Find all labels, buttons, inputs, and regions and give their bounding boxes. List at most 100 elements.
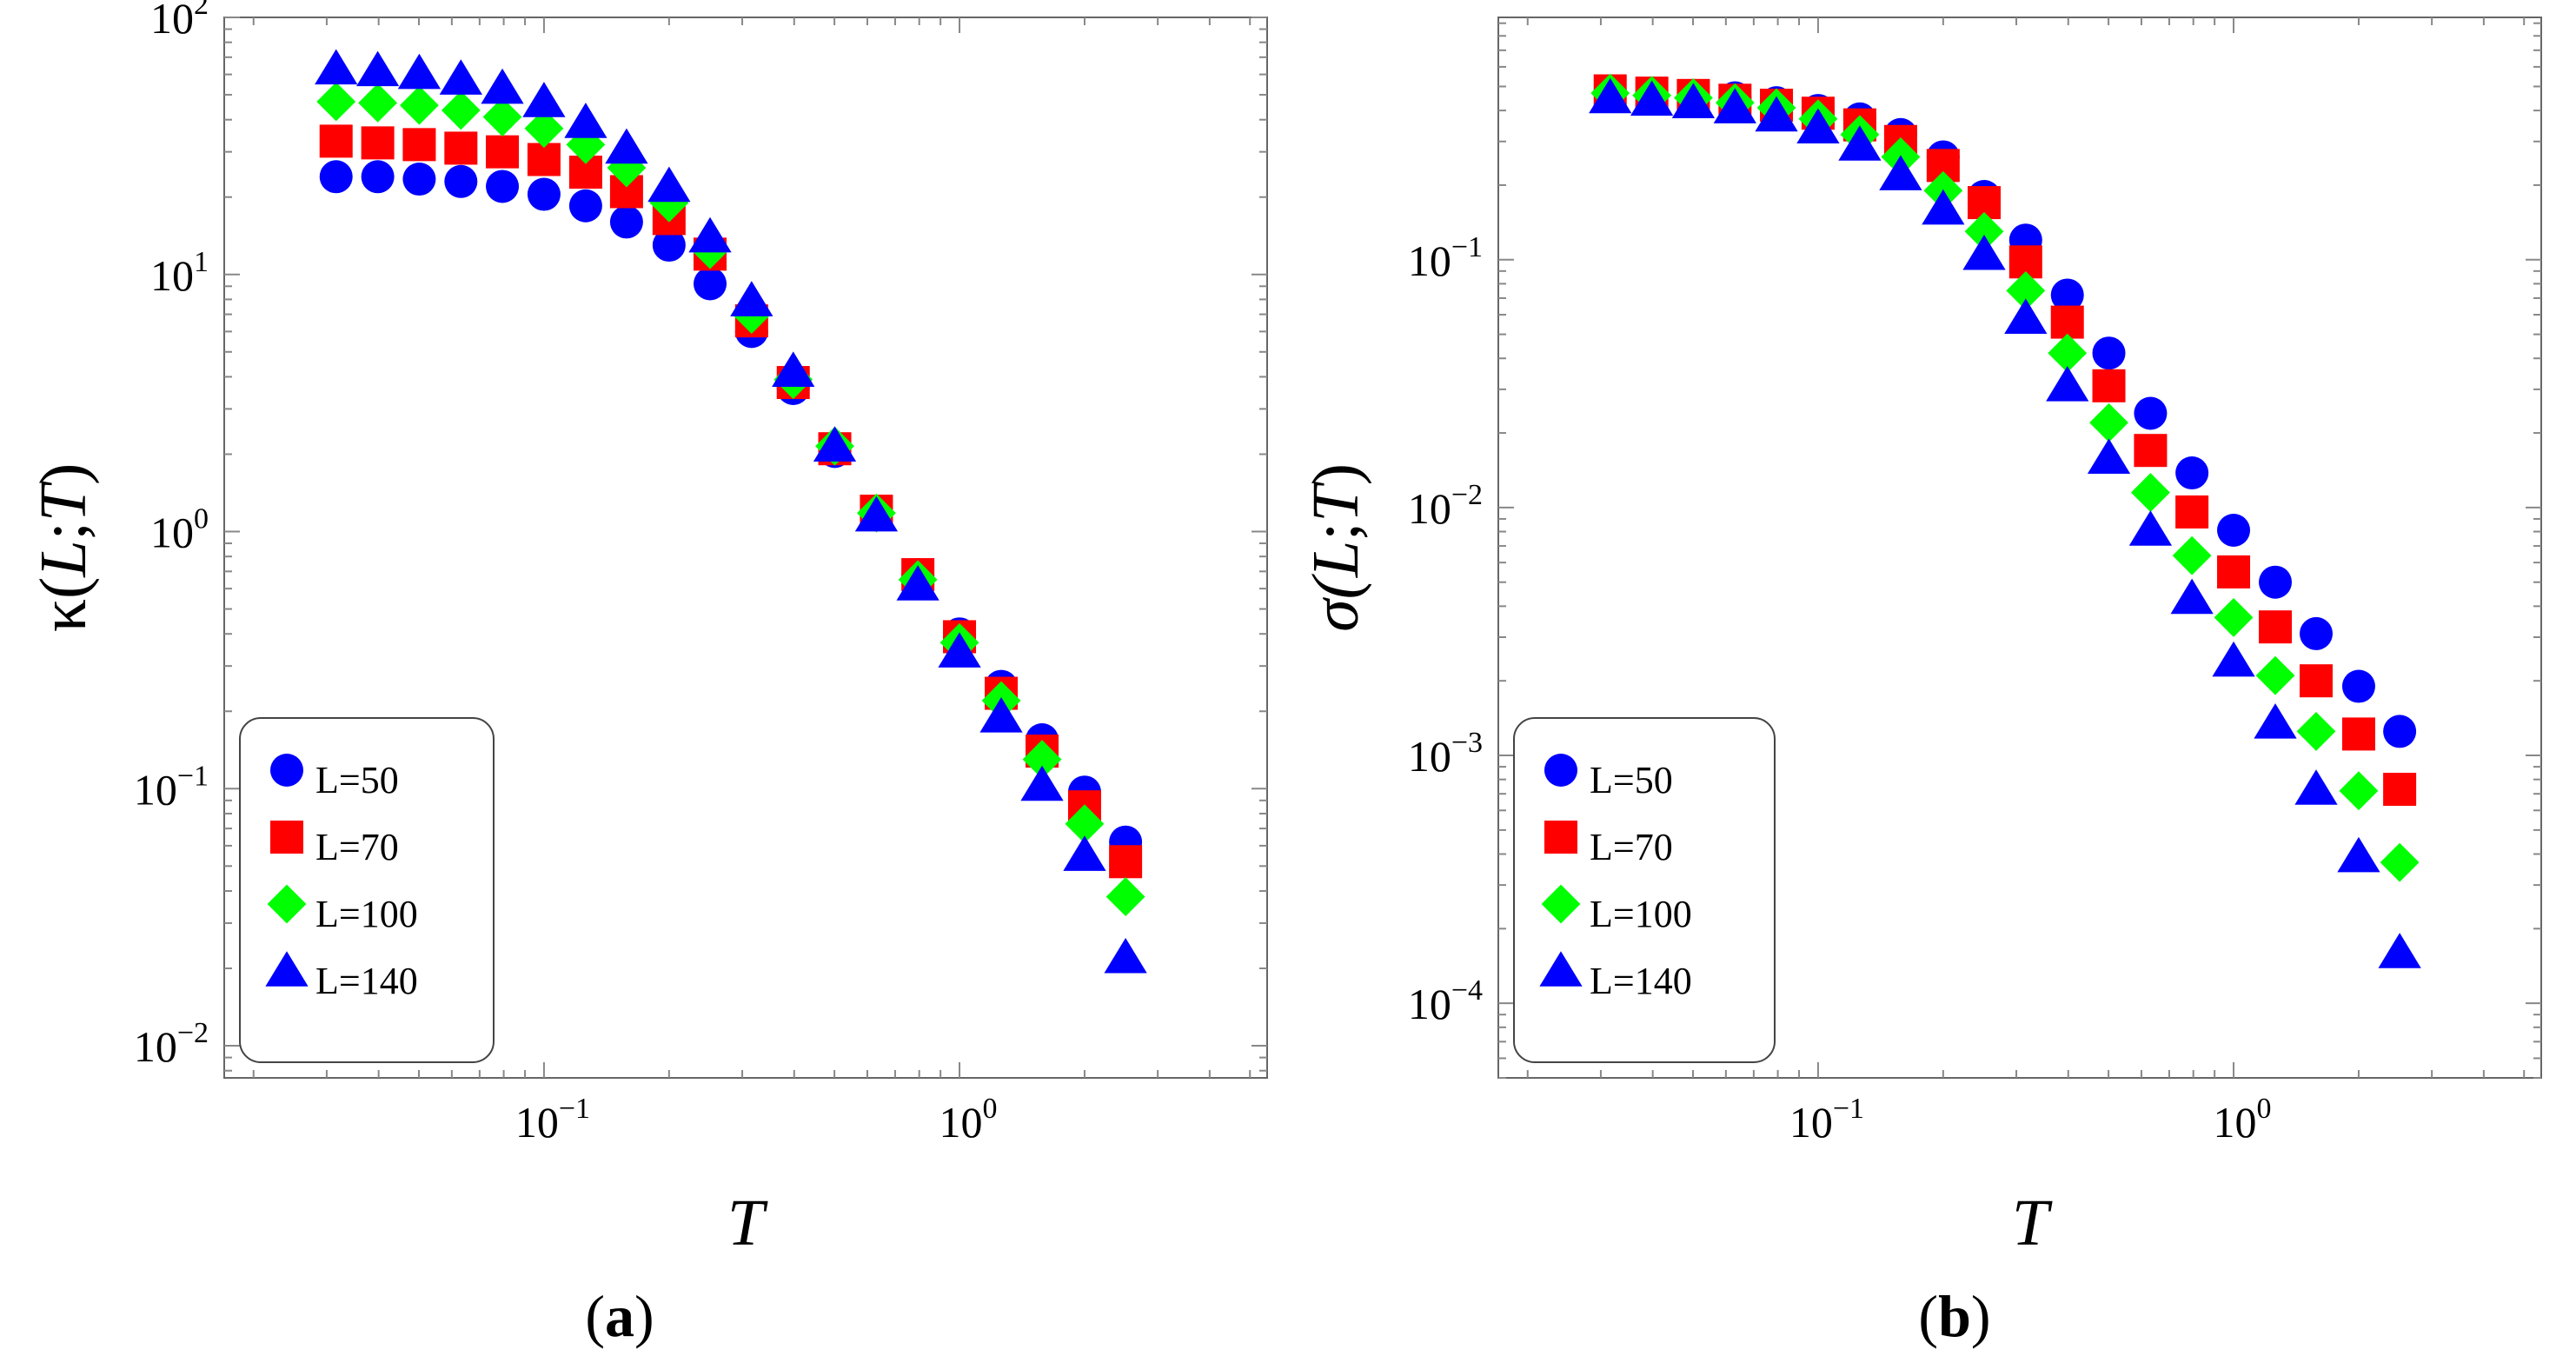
data-point-triangle	[1922, 189, 1965, 225]
data-point-diamond	[2006, 270, 2046, 310]
data-point-diamond	[1964, 211, 2004, 251]
data-point-triangle	[1962, 234, 2006, 270]
y-tick-label: 100	[150, 503, 209, 557]
data-point-diamond	[482, 97, 522, 136]
data-point-triangle	[2004, 298, 2048, 335]
data-point-circle	[2217, 514, 2251, 548]
y-tick-label: 10−3	[1408, 727, 1483, 781]
data-point-triangle	[1713, 88, 1756, 123]
data-point-circle	[486, 170, 520, 203]
panel-b-legend-label-l100: L=100	[1590, 893, 1692, 935]
panel-a-ticks	[224, 17, 1267, 1078]
data-point-triangle	[2378, 933, 2421, 968]
data-point-square	[2383, 773, 2417, 807]
data-point-circle	[2050, 278, 2084, 312]
panel-b-data-points	[1589, 73, 2421, 968]
data-point-diamond	[441, 90, 481, 130]
data-point-triangle	[688, 216, 732, 253]
x-tick-label: 10−1	[515, 1093, 590, 1147]
data-point-triangle	[772, 351, 815, 387]
y-tick-label: 10−2	[134, 1017, 209, 1071]
panel-a-plot-frame	[223, 17, 1268, 1079]
data-point-triangle	[2294, 769, 2338, 805]
panel-a-data-points	[315, 49, 1147, 974]
panel-b-legend-box	[1513, 717, 1776, 1063]
data-point-triangle	[1796, 108, 1840, 144]
legend-marker-circle	[270, 754, 303, 787]
panel-a-x-axis-label: T	[727, 1187, 768, 1260]
legend-marker-diamond	[1541, 884, 1581, 924]
panel-a-legend-label-l140: L=140	[315, 960, 418, 1002]
data-point-triangle	[2046, 366, 2089, 402]
data-point-diamond	[399, 85, 439, 125]
legend-marker-square	[270, 821, 303, 854]
panel-a-y-axis-label: κ(L;T)	[27, 463, 100, 633]
data-point-diamond	[358, 83, 398, 123]
y-tick-label: 102	[150, 0, 209, 43]
data-point-diamond	[2089, 402, 2128, 442]
data-point-circle	[694, 267, 727, 301]
data-point-triangle	[2254, 703, 2297, 739]
data-point-diamond	[1022, 740, 1062, 780]
data-point-triangle	[315, 49, 358, 85]
panel-a-label: (a)	[585, 1283, 654, 1349]
data-point-square	[2259, 610, 2293, 644]
legend-marker-triangle	[1539, 951, 1583, 987]
panel-b-chart: 10−4 10−3 10−2 10−1 10−1 100 σ(L;T) T (b) L=…	[1299, 17, 2542, 1349]
panel-b-y-tick-labels: 10−4 10−3 10−2 10−1	[1408, 231, 1483, 1028]
data-point-triangle	[522, 82, 566, 117]
data-point-diamond	[2296, 711, 2336, 751]
data-point-square	[2134, 434, 2168, 468]
x-tick-label: 100	[939, 1093, 998, 1147]
data-point-triangle	[2087, 438, 2131, 475]
panel-b-legend-label-l70: L=70	[1590, 826, 1673, 868]
data-point-square	[527, 143, 561, 176]
data-point-square	[486, 135, 520, 169]
data-point-triangle	[854, 495, 899, 532]
data-point-triangle	[1063, 835, 1106, 871]
data-point-circle	[444, 164, 478, 198]
data-point-triangle	[730, 281, 773, 316]
y-tick-label: 101	[150, 246, 209, 300]
data-point-diamond	[524, 109, 564, 149]
data-point-circle	[402, 163, 436, 196]
data-point-diamond	[2339, 771, 2379, 811]
data-point-square	[2092, 369, 2126, 402]
data-point-triangle	[1104, 937, 1147, 974]
panel-b-ticks	[1498, 17, 2541, 1079]
panel-a-legend-box	[239, 717, 495, 1063]
data-point-square	[444, 131, 478, 165]
x-tick-label: 10−1	[1789, 1093, 1864, 1147]
data-point-triangle	[1020, 765, 1064, 801]
data-point-diamond	[1105, 877, 1145, 916]
data-point-square	[319, 124, 353, 158]
data-point-triangle	[2170, 578, 2214, 615]
data-point-square	[402, 128, 436, 162]
data-point-triangle	[356, 50, 400, 87]
panel-b-label: (b)	[1918, 1283, 1990, 1349]
data-point-triangle	[481, 68, 524, 104]
x-tick-label: 100	[2214, 1093, 2272, 1147]
data-point-triangle	[896, 565, 939, 601]
data-point-triangle	[1630, 80, 1674, 116]
panel-b-y-axis-label: σ(L;T)	[1299, 463, 1372, 632]
data-point-square	[2050, 305, 2084, 339]
data-point-circle	[652, 229, 686, 263]
data-point-circle	[2134, 396, 2168, 430]
data-point-circle	[2092, 336, 2126, 370]
data-point-circle	[2259, 565, 2293, 599]
panel-a-legend-label-l100: L=100	[315, 893, 418, 935]
data-point-square	[2300, 664, 2334, 698]
y-tick-label: 10−2	[1408, 479, 1483, 533]
data-point-square	[2217, 555, 2251, 588]
panel-b-legend-markers	[1539, 754, 1583, 987]
data-point-diamond	[2380, 842, 2420, 882]
panel-a-x-tick-labels: 10−1 100	[515, 1093, 998, 1147]
y-tick-label: 10−1	[134, 760, 209, 814]
data-point-circle	[527, 177, 561, 211]
data-point-diamond	[2214, 597, 2254, 637]
data-point-diamond	[649, 183, 689, 223]
panel-b-legend-label-l140: L=140	[1590, 960, 1692, 1002]
data-point-diamond	[2131, 473, 2170, 513]
